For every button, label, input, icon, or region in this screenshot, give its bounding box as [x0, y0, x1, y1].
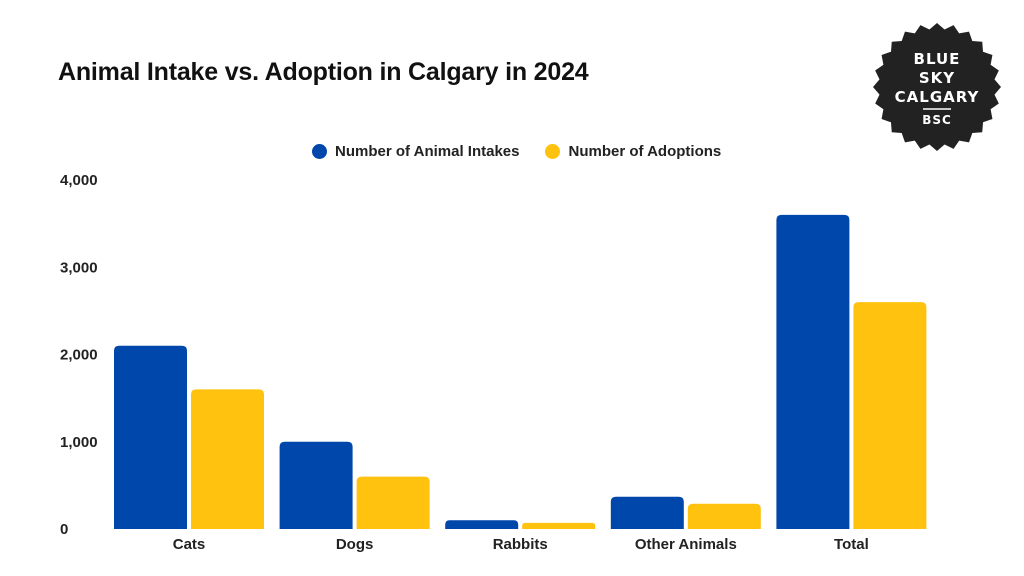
legend-swatch-intakes — [312, 144, 327, 159]
bar-other-animals-intakes — [610, 496, 684, 529]
badge-scalloped-seal — [873, 23, 1001, 151]
x-tick-label: Rabbits — [493, 536, 548, 553]
bars — [114, 214, 927, 529]
bar-cats-intakes — [114, 345, 187, 529]
x-tick-label: Total — [834, 536, 869, 553]
badge-abbr: BSC — [922, 113, 952, 127]
bar-total-intakes — [776, 214, 850, 529]
legend-label-adoptions: Number of Adoptions — [568, 143, 722, 160]
legend: Number of Animal Intakes Number of Adopt… — [312, 143, 721, 160]
y-tick-label: 4,000 — [60, 172, 98, 189]
badge-line-3: CALGARY — [895, 88, 980, 106]
x-axis: Cats Dogs Rabbits Other Animals Total — [173, 536, 869, 553]
bar-rabbits-intakes — [445, 520, 519, 529]
legend-swatch-adoptions — [545, 144, 561, 159]
bar-other-animals-adoptions — [687, 503, 761, 529]
bar-rabbits-adoptions — [522, 522, 596, 529]
x-tick-label: Dogs — [336, 536, 374, 553]
y-axis: 0 1,000 2,000 3,000 4,000 — [60, 172, 98, 538]
legend-label-intakes: Number of Animal Intakes — [335, 143, 520, 160]
y-tick-label: 0 — [60, 521, 68, 538]
legend-item-adoptions: Number of Adoptions — [545, 143, 721, 160]
x-tick-label: Cats — [173, 536, 206, 553]
y-tick-label: 2,000 — [60, 347, 98, 364]
x-tick-label: Other Animals — [635, 536, 737, 553]
y-tick-label: 3,000 — [60, 259, 98, 276]
bar-dogs-intakes — [279, 441, 353, 529]
blue-sky-calgary-badge: BLUE SKY CALGARY BSC — [873, 23, 1001, 151]
badge-line-2: SKY — [919, 69, 955, 87]
y-tick-label: 1,000 — [60, 434, 98, 451]
bar-dogs-adoptions — [356, 476, 430, 529]
legend-item-intakes: Number of Animal Intakes — [312, 143, 519, 160]
bar-cats-adoptions — [191, 389, 264, 529]
bar-total-adoptions — [853, 302, 927, 529]
badge-line-1: BLUE — [914, 50, 961, 68]
chart-title: Animal Intake vs. Adoption in Calgary in… — [58, 58, 589, 86]
